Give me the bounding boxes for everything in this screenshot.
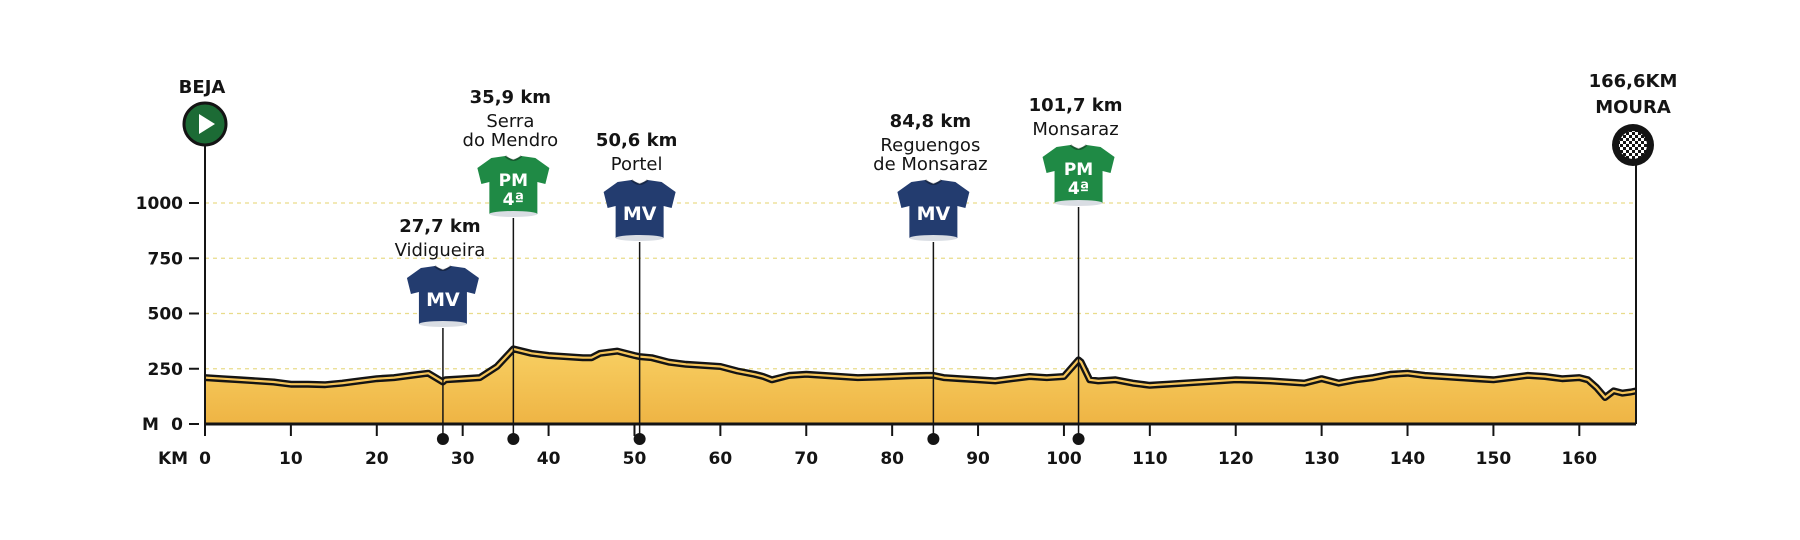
y-tick-label-250: 250 <box>148 360 184 380</box>
point-0-jersey <box>406 265 479 327</box>
start-play-icon <box>199 114 215 134</box>
point-2-km: 50,6 km <box>596 130 677 151</box>
y-tick-label-500: 500 <box>148 305 184 325</box>
point-4-jersey-hem <box>1054 200 1103 206</box>
point-0-name: Vidigueira <box>395 240 486 261</box>
x-tick-label-60: 60 <box>709 449 733 469</box>
point-1-jersey-collar <box>504 155 523 161</box>
y-tick-label-750: 750 <box>148 249 184 269</box>
point-2-jersey-body <box>603 180 676 238</box>
point-2-jersey-hem <box>615 235 664 241</box>
point-2-jersey-label: MV <box>623 203 657 225</box>
x-tick-label-30: 30 <box>451 449 475 469</box>
point-1-jersey-hem <box>489 211 538 217</box>
point-0-jersey-label: MV <box>426 289 460 311</box>
x-tick-label-160: 160 <box>1562 449 1598 469</box>
point-1-dot <box>507 433 520 445</box>
x-tick-label-20: 20 <box>365 449 389 469</box>
y-tick-label-1000: 1000 <box>136 194 183 214</box>
point-3-name-line-1: de Monsaraz <box>873 154 987 175</box>
x-tick-label-80: 80 <box>880 449 904 469</box>
y-axis-label: M <box>142 415 159 435</box>
point-4-jersey-collar <box>1069 144 1088 150</box>
point-0-jersey-collar <box>434 265 452 271</box>
point-3-jersey-hem <box>909 235 958 241</box>
x-tick-label-130: 130 <box>1304 449 1340 469</box>
point-3-name-line-0: Reguengos <box>880 135 980 156</box>
profile-fill <box>205 348 1636 424</box>
point-3-dot <box>927 433 940 445</box>
point-1-jersey <box>477 155 550 217</box>
point-4-jersey-body <box>1042 145 1115 203</box>
start-finish-markers: BEJA 166,6KM MOURA <box>179 71 1678 424</box>
point-0-jersey-body <box>406 266 479 324</box>
y-tick-label-0: 0 <box>171 415 183 435</box>
finish-km: 166,6KM <box>1589 71 1678 92</box>
x-tick-label-120: 120 <box>1218 449 1254 469</box>
point-4-jersey-label: PM <box>1064 160 1093 180</box>
point-2-dot <box>633 433 646 445</box>
point-1-name-line-0: Serra <box>486 111 534 132</box>
point-4-dot <box>1072 433 1085 445</box>
point-1-name-line-1: do Mendro <box>463 130 559 151</box>
point-2-jersey <box>603 179 676 241</box>
point-1-jersey-body <box>477 156 550 214</box>
point-3-jersey-body <box>897 180 970 238</box>
x-tick-label-50: 50 <box>623 449 647 469</box>
point-1-km: 35,9 km <box>470 87 551 108</box>
point-2-name: Portel <box>611 154 663 175</box>
x-tick-label-110: 110 <box>1132 449 1168 469</box>
x-tick-label-10: 10 <box>279 449 303 469</box>
x-tick-label-150: 150 <box>1476 449 1512 469</box>
point-4-km: 101,7 km <box>1029 95 1123 116</box>
point-1-jersey-category: 4ª <box>503 190 524 210</box>
point-1-jersey-label: PM <box>499 171 528 191</box>
point-3-km: 84,8 km <box>890 111 971 132</box>
x-axis-label: KM <box>158 449 188 469</box>
point-0-dot <box>436 433 449 445</box>
x-tick-label-100: 100 <box>1046 449 1082 469</box>
profile-outline-inner <box>204 347 1637 399</box>
point-4-jersey <box>1042 144 1115 206</box>
x-tick-label-140: 140 <box>1390 449 1426 469</box>
point-3-jersey <box>897 179 970 241</box>
point-4-jersey-category: 4ª <box>1068 179 1089 199</box>
point-2-jersey-collar <box>630 179 649 185</box>
point-3-jersey-collar <box>924 179 943 185</box>
point-3-jersey-label: MV <box>917 203 951 225</box>
x-tick-label-70: 70 <box>794 449 818 469</box>
finish-checkered-flag-icon <box>1619 131 1647 159</box>
point-4-name: Monsaraz <box>1032 119 1118 140</box>
finish-name: MOURA <box>1595 97 1671 118</box>
start-name: BEJA <box>179 77 226 98</box>
x-tick-label-0: 0 <box>199 449 211 469</box>
point-0-km: 27,7 km <box>399 216 480 237</box>
x-tick-label-40: 40 <box>537 449 561 469</box>
point-0-jersey-hem <box>418 321 467 327</box>
x-tick-label-90: 90 <box>966 449 990 469</box>
profile-area <box>204 345 1637 424</box>
